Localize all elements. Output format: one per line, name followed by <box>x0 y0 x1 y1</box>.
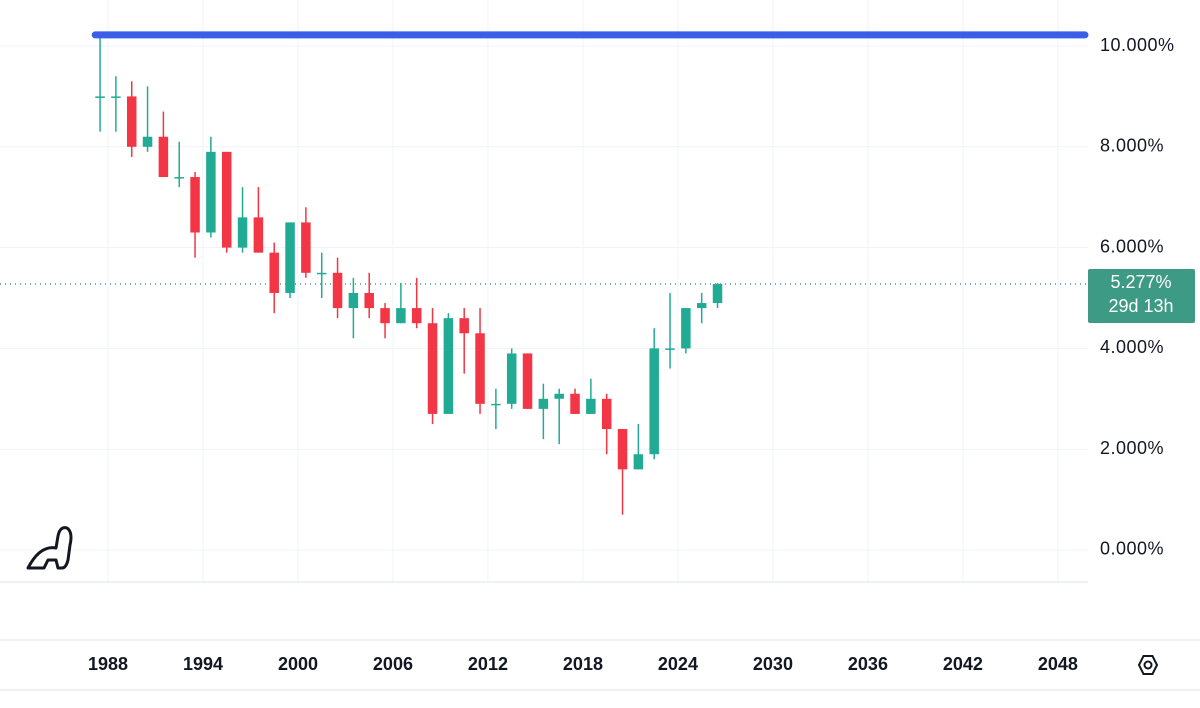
candle-body <box>633 454 644 470</box>
candle-body <box>554 393 564 399</box>
candle-body <box>712 284 723 304</box>
candle-body <box>206 151 216 233</box>
candle-body <box>190 177 200 233</box>
x-tick-label: 2030 <box>753 654 793 674</box>
y-tick-label: 0.000% <box>1100 539 1164 559</box>
candle-body <box>237 217 248 248</box>
candle-body <box>681 308 691 349</box>
candle-body <box>332 272 343 309</box>
candle-body <box>665 348 675 350</box>
candle-body <box>601 398 612 430</box>
candle-body <box>142 136 153 147</box>
y-tick-label: 6.000% <box>1100 236 1164 256</box>
candle-body <box>111 96 121 98</box>
candle-body <box>95 96 105 98</box>
x-tick-label: 2018 <box>563 654 603 674</box>
candle-body <box>285 222 295 293</box>
candle-body <box>380 308 390 324</box>
x-tick-label: 2036 <box>848 654 888 674</box>
candle-body <box>269 252 279 293</box>
y-tick-label: 8.000% <box>1100 136 1164 156</box>
last-price-box <box>1088 269 1195 324</box>
candle-body <box>522 353 533 409</box>
x-tick-label: 2006 <box>373 654 413 674</box>
last-price-label: 5.277% <box>1110 272 1171 292</box>
candle-body <box>617 429 628 470</box>
x-tick-label: 1988 <box>88 654 128 674</box>
x-tick-label: 2024 <box>658 654 698 674</box>
candle-body <box>570 393 580 414</box>
countdown-label: 29d 13h <box>1108 296 1173 316</box>
candle-body <box>649 348 659 455</box>
candle-body <box>586 398 596 414</box>
x-tick-label: 2042 <box>943 654 983 674</box>
x-tick-label: 2000 <box>278 654 318 674</box>
candle-body <box>475 333 485 404</box>
candle-body <box>396 308 406 324</box>
x-tick-label: 1994 <box>183 654 223 674</box>
y-tick-label: 10.000% <box>1100 35 1175 55</box>
candle-body <box>427 323 438 414</box>
candle-body <box>253 217 264 253</box>
candle-body <box>443 318 454 414</box>
candle-body <box>158 136 169 178</box>
candle-body <box>696 303 707 309</box>
candle-body <box>221 151 232 248</box>
x-tick-label: 2012 <box>468 654 508 674</box>
y-tick-label: 2.000% <box>1100 438 1164 458</box>
y-tick-label: 4.000% <box>1100 337 1164 357</box>
candle-body <box>348 292 359 309</box>
candle-body <box>459 318 469 334</box>
candle-body <box>506 353 517 404</box>
settings-icon[interactable] <box>1137 655 1159 675</box>
candle-body <box>174 177 184 179</box>
candle-body <box>364 292 374 309</box>
logo[interactable] <box>26 526 73 570</box>
candle-body <box>411 308 422 324</box>
candle-body <box>126 96 137 147</box>
candle-body <box>316 272 327 275</box>
candle-body <box>538 398 549 409</box>
candle-body <box>491 403 501 406</box>
x-tick-label: 2048 <box>1038 654 1078 674</box>
candle-body <box>301 222 311 273</box>
